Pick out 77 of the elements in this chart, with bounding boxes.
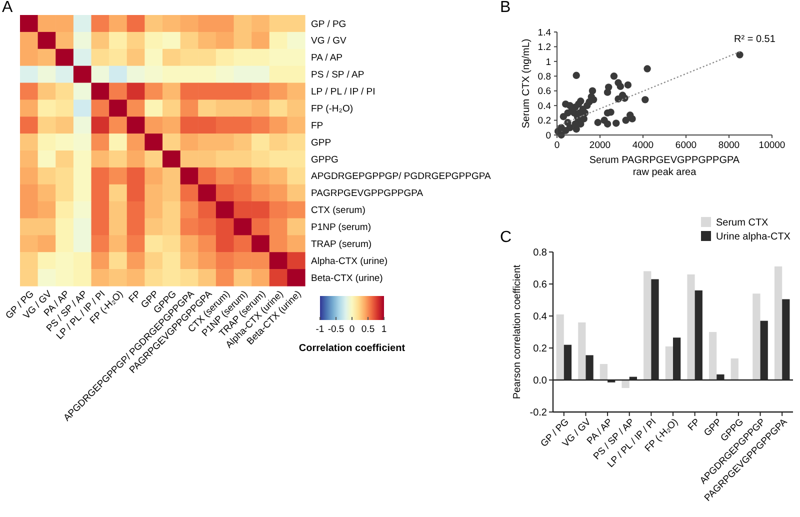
y-tick-label: P1NP (serum) xyxy=(311,222,372,234)
y-tick-label: 1.4 xyxy=(538,27,551,38)
x-tick-label: 4000 xyxy=(632,140,654,151)
y-tick-label: FP (-H₂O) xyxy=(311,103,354,114)
color-bar-label: -0.5 xyxy=(328,324,344,335)
y-tick-label: 0 xyxy=(546,130,551,142)
color-bar-label: -1 xyxy=(316,324,324,335)
y-tick-label: VG / GV xyxy=(311,36,348,47)
point xyxy=(572,120,579,128)
annotation: R² = 0.51 xyxy=(734,34,776,45)
point xyxy=(610,72,618,80)
point xyxy=(736,51,744,58)
bar xyxy=(752,294,760,380)
point xyxy=(562,126,570,134)
color-bar-title: Correlation coefficient xyxy=(298,343,406,354)
y-tick-label: 0.8 xyxy=(538,71,551,82)
y-tick-label: CTX (serum) xyxy=(311,205,366,216)
point xyxy=(560,113,568,120)
y-tick-label: APGDRGEPGPPGP/ PGDRGEPGPPGPA xyxy=(311,171,492,182)
point xyxy=(644,65,651,72)
bar xyxy=(578,322,586,380)
x-tick-label: 2000 xyxy=(589,140,611,151)
bar xyxy=(774,266,782,380)
point xyxy=(642,96,649,104)
point xyxy=(624,81,632,89)
x-tick-label: 8000 xyxy=(718,140,740,151)
y-tick-label: PS / SP / AP xyxy=(311,70,364,81)
bar xyxy=(687,274,695,380)
point xyxy=(616,82,624,90)
chart-title: A xyxy=(2,0,13,16)
y-tick-label: Beta-CTX (urine) xyxy=(311,272,383,284)
color-bar-label: 0.5 xyxy=(361,324,375,335)
y-tick-label: 1 xyxy=(546,56,551,68)
y-tick-label: 0.2 xyxy=(538,116,551,127)
bar xyxy=(622,380,630,388)
bar xyxy=(556,314,564,380)
y-tick-label: 0.8 xyxy=(533,248,548,258)
y-tick-label: 0.2 xyxy=(533,344,548,354)
y-tick-label: 0.4 xyxy=(538,100,551,112)
y-axis-title: Serum CTX (ng/mL) xyxy=(521,38,532,128)
point xyxy=(594,118,602,126)
y-tick-label: GP / PG xyxy=(311,18,346,30)
y-tick-label: 0.6 xyxy=(538,86,551,98)
y-tick-label: 0.4 xyxy=(533,312,548,322)
y-tick-label: LP / PL / IP / PI xyxy=(311,86,376,98)
point xyxy=(588,87,596,94)
y-tick-label: PAGRPGEVGPPGPPGPA xyxy=(311,188,424,200)
point xyxy=(622,116,630,124)
bar xyxy=(730,358,738,380)
y-tick-label: GPPG xyxy=(311,154,338,166)
bar xyxy=(665,346,673,380)
chart-title: C xyxy=(500,229,512,246)
chart-title: B xyxy=(500,0,511,16)
y-tick-label: FP xyxy=(311,120,324,132)
legend-label: Serum CTX xyxy=(716,218,769,228)
x-tick-label: 10000 xyxy=(758,140,786,151)
y-tick-label: TRAP (serum) xyxy=(311,238,372,250)
y-tick-label: -0.2 xyxy=(530,408,548,418)
bar xyxy=(600,364,608,380)
x-tick-label: 6000 xyxy=(675,140,697,151)
y-tick-label: 0.6 xyxy=(533,280,548,290)
x-axis-title: Serum PAGRPGEVGPPGPPGPA raw peak area xyxy=(589,155,740,178)
x-tick-label: 0 xyxy=(554,140,560,151)
x-tick-label: FP xyxy=(686,416,702,434)
point xyxy=(604,88,612,96)
y-tick-label: PA / AP xyxy=(311,52,343,64)
bar xyxy=(709,332,717,380)
point xyxy=(572,72,580,80)
point xyxy=(628,115,636,122)
y-tick-label: Alpha-CTX (urine) xyxy=(311,256,388,267)
bar xyxy=(644,271,652,380)
point xyxy=(604,120,612,128)
y-axis-title: Pearson correlation coefficient xyxy=(512,264,523,400)
y-tick-label: 0.0 xyxy=(533,376,548,386)
legend-label: Urine alpha-CTX xyxy=(716,232,791,242)
y-tick-label: 1.2 xyxy=(538,42,551,54)
point xyxy=(612,120,620,127)
